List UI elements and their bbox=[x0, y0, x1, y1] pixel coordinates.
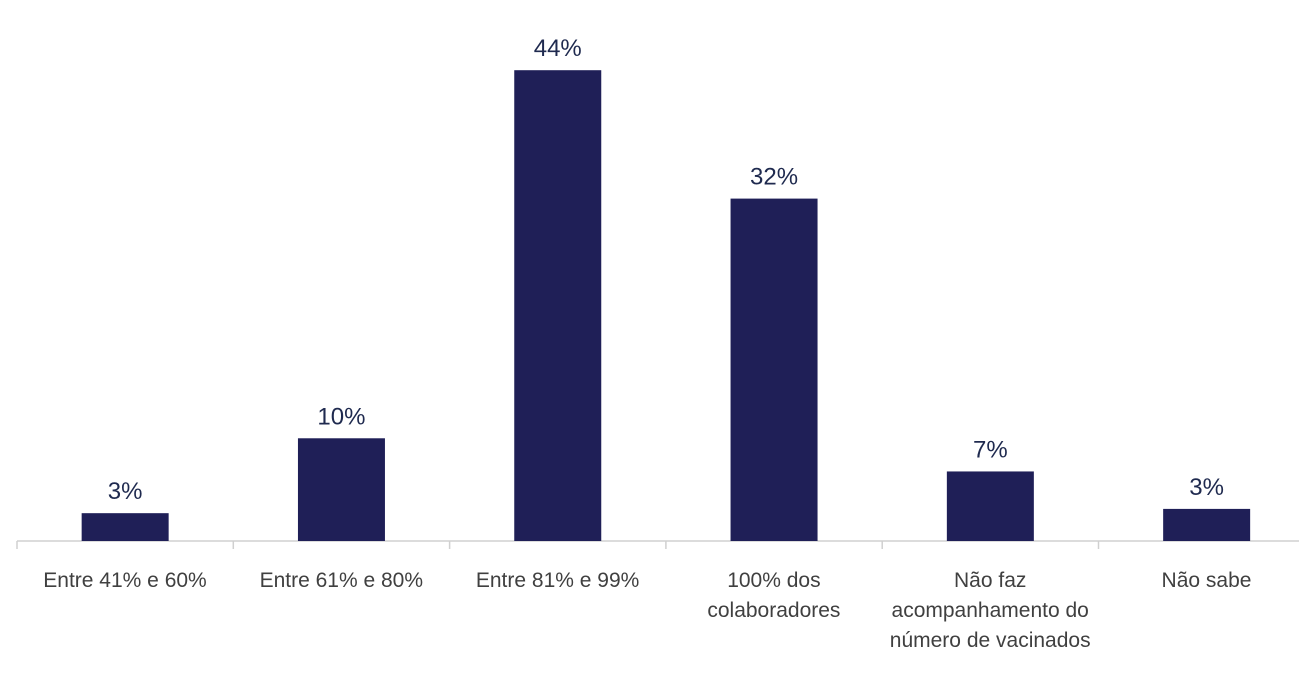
value-label: 44% bbox=[534, 35, 582, 62]
x-tick-label: 100% dos colaboradores bbox=[707, 569, 841, 622]
bar bbox=[946, 471, 1034, 541]
bar bbox=[81, 513, 169, 541]
bar bbox=[1163, 508, 1251, 541]
value-label: 7% bbox=[973, 436, 1008, 463]
x-tick-label: Não faz acompanhamento do número de vaci… bbox=[889, 569, 1091, 652]
value-label: 3% bbox=[108, 478, 143, 505]
x-tick-label: Entre 81% e 99% bbox=[475, 569, 640, 592]
bar bbox=[297, 438, 385, 541]
x-tick-label: Não sabe bbox=[1161, 569, 1252, 592]
bar bbox=[514, 70, 602, 541]
value-label: 3% bbox=[1189, 474, 1224, 501]
bar bbox=[730, 198, 818, 541]
value-label: 10% bbox=[317, 403, 365, 430]
x-tick-label: Entre 61% e 80% bbox=[259, 569, 424, 592]
x-tick-label: Entre 41% e 60% bbox=[43, 569, 207, 592]
value-label: 32% bbox=[750, 164, 798, 191]
